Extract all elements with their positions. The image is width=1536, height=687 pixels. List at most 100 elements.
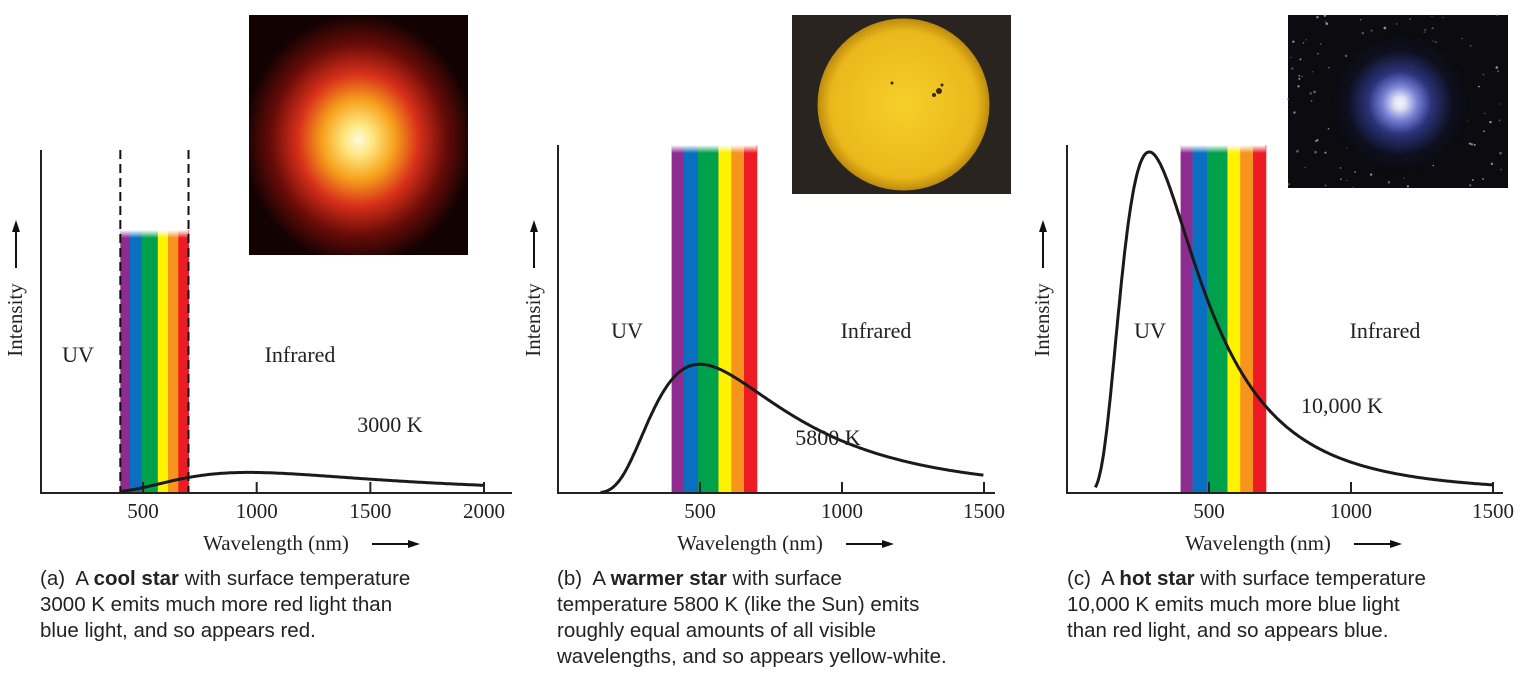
background-star [1325,22,1329,26]
infrared-label: Infrared [1350,318,1421,343]
caption-line: (a) A cool star with surface temperature [40,567,411,590]
spectrum-band [141,230,159,493]
background-star [1469,184,1472,187]
y-axis-label: Intensity [521,283,545,357]
y-axis-arrowhead-icon [1039,220,1047,232]
background-star [1423,31,1425,33]
uv-label: UV [1134,318,1166,343]
background-star [1431,15,1433,17]
spectrum-band [744,145,758,493]
caption-line: (b) A warmer star with surface [557,567,842,590]
background-star [1498,119,1501,122]
caption-b: (b) A warmer star with surface temperatu… [557,566,947,670]
background-star [1498,103,1500,105]
spectrum-band [1180,145,1194,493]
spectrum-band [129,230,142,493]
background-star [1361,31,1364,35]
background-star [1431,27,1434,30]
background-star [1298,74,1301,77]
caption-line: (c) A hot star with surface temperature [1067,567,1426,590]
background-star [1432,164,1435,167]
caption-c: (c) A hot star with surface temperature … [1067,566,1426,644]
spectrum-band [1240,145,1254,493]
background-star [1297,85,1300,88]
caption-line: 3000 K emits much more red light than [40,593,393,616]
star-image-red-star [249,15,468,255]
background-star [1324,184,1327,187]
y-axis-label: Intensity [3,283,27,357]
temperature-label: 10,000 K [1301,393,1383,418]
background-star [1327,127,1330,130]
spectrum-band [120,230,131,493]
spectrum-band [157,230,169,493]
spectrum-band [168,230,179,493]
infrared-label: Infrared [265,342,336,367]
background-star [1406,185,1410,188]
background-star [1305,39,1307,41]
star-image-sun [792,15,1011,194]
background-star [1287,183,1290,186]
blackbody-curve [1094,150,1494,489]
chart-panel-b: 500 1000 1500 UV Infrared 5800 K Wavelength (n… [521,15,1011,555]
background-star [1442,16,1444,19]
background-star [1301,75,1303,78]
x-tick-label: 1000 [821,499,863,523]
sun-disk [817,18,990,191]
visible-spectrum [1180,145,1267,493]
blackbody-curve [600,362,984,494]
background-star [1293,111,1296,114]
spectrum-band [718,145,732,493]
spectrum-fade [1180,145,1266,153]
background-star [1328,66,1330,69]
blackbody-curve [120,470,484,493]
caption-line: blue light, and so appears red. [40,619,316,642]
caption-line: 10,000 K emits much more blue light [1067,593,1400,616]
star-photo [249,15,468,255]
background-star [1469,44,1472,47]
x-axis-label: Wavelength (nm) [677,531,823,555]
sunspot [890,81,894,85]
background-star [1339,166,1342,169]
visible-spectrum [671,145,758,493]
temperature-label: 3000 K [357,412,423,437]
caption-a: (a) A cool star with surface temperature… [40,566,410,644]
background-star [1304,166,1306,169]
background-star [1482,178,1485,180]
background-star [1340,178,1342,180]
x-tick-label: 1000 [236,499,278,523]
background-star [1354,170,1357,174]
x-axis-arrowhead-icon [1390,540,1402,548]
background-star [1490,162,1494,166]
spectrum-band [1192,145,1208,493]
background-star [1323,14,1327,17]
background-star [1387,180,1391,184]
background-star [1483,130,1485,133]
chart-panel-a: 500 1000 1500 2000 UV Infrared 3000 K Wavelengt… [3,15,512,555]
background-star [1497,70,1500,73]
spectrum-band [671,145,685,493]
background-star [1360,19,1362,21]
background-star [1409,18,1411,21]
background-star [1499,151,1502,155]
background-star [1468,142,1471,145]
caption-line: roughly equal amounts of all visible [557,619,877,642]
background-star [1500,168,1502,171]
background-star [1461,37,1463,40]
background-star [1489,120,1492,124]
spectrum-band [1207,145,1228,493]
background-star [1370,29,1373,32]
background-star [1313,90,1316,94]
background-star [1495,66,1499,69]
x-axis-label: Wavelength (nm) [1185,531,1331,555]
background-star [1319,43,1322,45]
background-star [1477,85,1480,88]
sunspot [936,88,942,94]
spectrum-band [698,145,719,493]
spectrum-band [683,145,699,493]
x-tick-label: 1500 [963,499,1005,523]
spectrum-band [1227,145,1241,493]
x-tick-label: 500 [127,499,159,523]
background-star [1312,71,1314,73]
y-axis-arrowhead-icon [530,220,538,232]
